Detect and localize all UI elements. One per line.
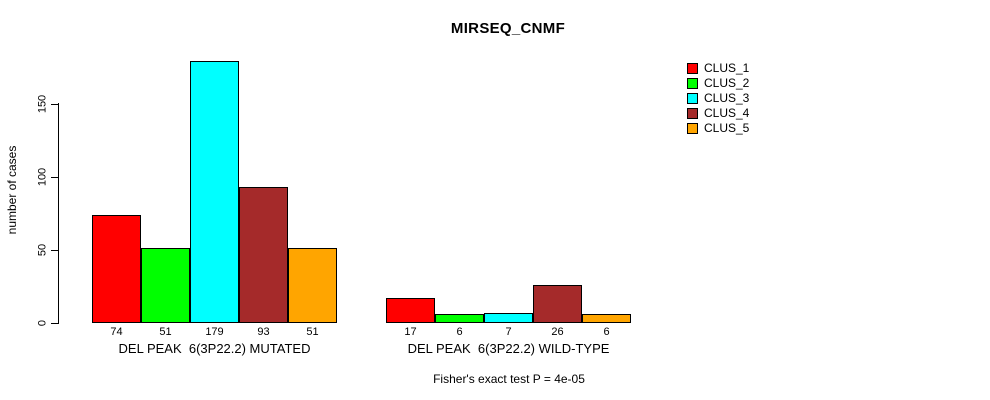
legend-label: CLUS_4: [704, 106, 750, 120]
y-tick-mark: [51, 104, 58, 105]
legend-swatch-icon: [687, 108, 698, 119]
bar-value-label: 51: [159, 326, 172, 338]
legend-swatch-icon: [687, 78, 698, 89]
y-tick-mark: [51, 250, 58, 251]
bar-clus_5-group1: [288, 248, 337, 323]
bar-value-label: 6: [603, 326, 610, 338]
y-tick-mark: [51, 177, 58, 178]
bar-clus_1-group2: [386, 298, 435, 323]
bar-clus_4-group1: [239, 187, 288, 323]
bar-value-label: 74: [110, 326, 123, 338]
y-axis-title: number of cases: [5, 145, 19, 235]
legend-item-clus_2: CLUS_2: [687, 77, 749, 90]
bar-clus_3-group1: [190, 61, 239, 323]
bar-value-label: 7: [505, 326, 512, 338]
y-tick-label: 50: [36, 243, 49, 257]
y-axis-line: [58, 103, 59, 324]
bar-clus_3-group2: [484, 313, 533, 323]
group-label-1: DEL PEAK 6(3P22.2) MUTATED: [118, 341, 311, 356]
legend-label: CLUS_1: [704, 61, 750, 75]
legend-swatch-icon: [687, 63, 698, 74]
bar-value-label: 179: [205, 326, 224, 338]
bar-clus_4-group2: [533, 285, 582, 323]
bar-value-label: 17: [404, 326, 417, 338]
bar-clus_5-group2: [582, 314, 631, 323]
legend-item-clus_1: CLUS_1: [687, 62, 749, 75]
bar-value-label: 51: [306, 326, 319, 338]
annotation-caption: Fisher's exact test P = 4e-05: [433, 372, 585, 386]
legend-item-clus_4: CLUS_4: [687, 107, 749, 120]
legend-item-clus_5: CLUS_5: [687, 122, 749, 135]
y-tick-label: 150: [36, 94, 49, 114]
legend-swatch-icon: [687, 123, 698, 134]
legend-label: CLUS_3: [704, 91, 750, 105]
y-tick-label: 100: [36, 167, 49, 187]
bar-clus_1-group1: [92, 215, 141, 323]
legend-item-clus_3: CLUS_3: [687, 92, 749, 105]
legend-label: CLUS_2: [704, 76, 750, 90]
group-label-2: DEL PEAK 6(3P22.2) WILD-TYPE: [407, 341, 610, 356]
legend-swatch-icon: [687, 93, 698, 104]
y-tick-mark: [51, 323, 58, 324]
y-tick-label: 0: [36, 319, 49, 327]
bar-value-label: 26: [551, 326, 564, 338]
bar-clus_2-group1: [141, 248, 190, 323]
chart-title: MIRSEQ_CNMF: [450, 20, 566, 37]
bar-value-label: 6: [456, 326, 463, 338]
legend-label: CLUS_5: [704, 121, 750, 135]
bar-clus_2-group2: [435, 314, 484, 323]
bar-value-label: 93: [257, 326, 270, 338]
